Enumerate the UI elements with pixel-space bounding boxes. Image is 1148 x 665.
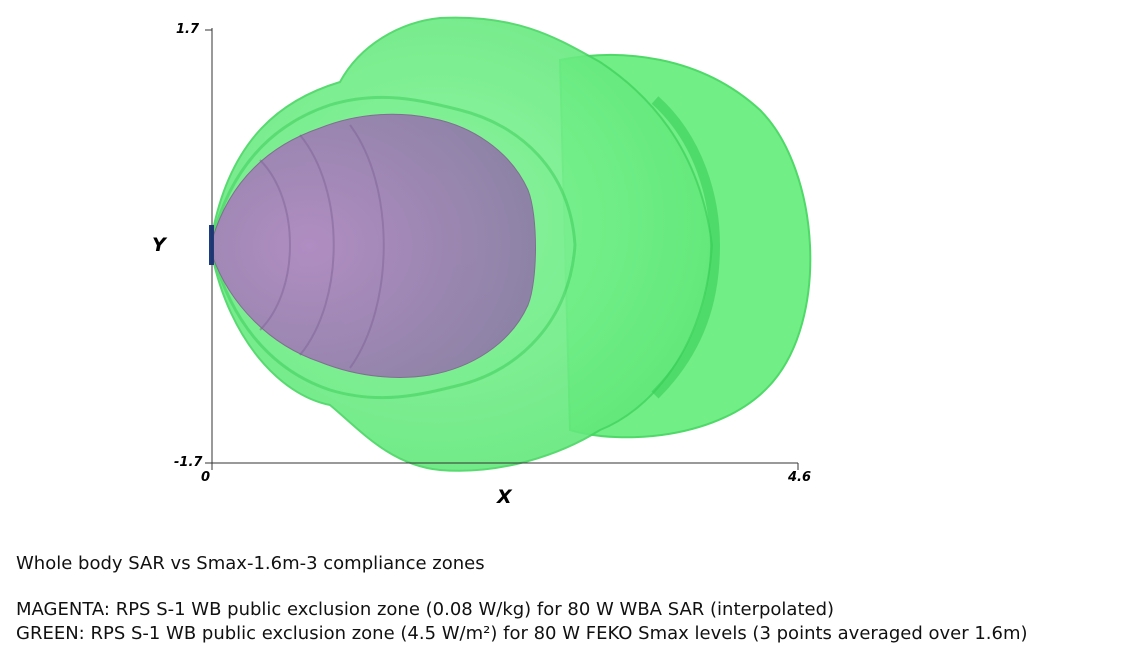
compliance-zone-render	[205, 16, 812, 472]
caption-magenta-legend: MAGENTA: RPS S-1 WB public exclusion zon…	[16, 599, 835, 620]
y-tick-max-label: 1.7	[176, 22, 200, 37]
magenta-zone	[211, 113, 536, 378]
magenta-contour	[259, 124, 385, 369]
x-axis-label: X	[497, 486, 512, 508]
caption-title: Whole body SAR vs Smax-1.6m-3 compliance…	[16, 553, 485, 574]
y-axis-label: Y	[152, 234, 166, 256]
y-tick-min-label: -1.7	[174, 455, 203, 470]
green-zone-ring	[651, 96, 721, 399]
x-tick-max-label: 4.6	[788, 470, 812, 485]
caption-green-legend: GREEN: RPS S-1 WB public exclusion zone …	[16, 623, 1028, 644]
x-tick-min-label: 0	[201, 470, 211, 485]
